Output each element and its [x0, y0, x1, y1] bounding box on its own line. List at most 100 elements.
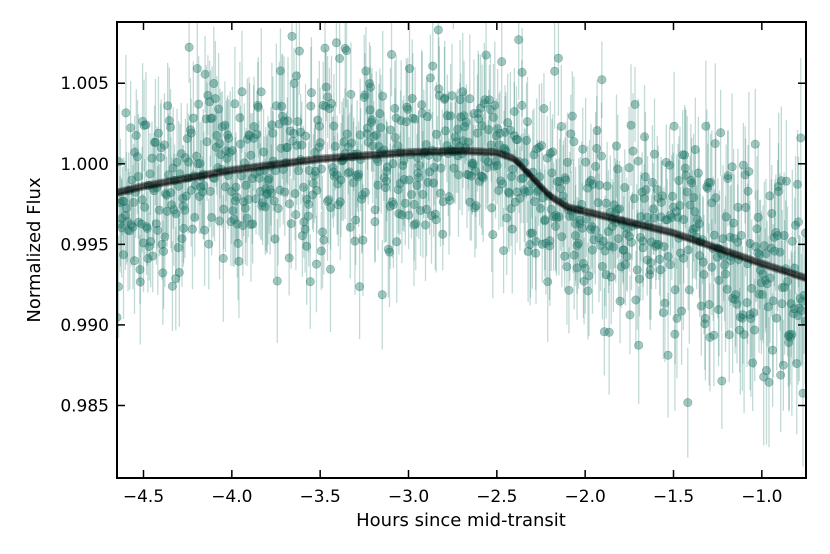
data-point — [425, 34, 435, 122]
data-point — [443, 91, 453, 216]
data-point — [730, 245, 740, 354]
data-point — [515, 145, 525, 251]
data-point — [251, 163, 261, 235]
data-point — [405, 22, 415, 117]
data-point — [453, 118, 463, 194]
data-point — [486, 108, 496, 182]
data-point — [516, 134, 526, 224]
data-point — [699, 214, 709, 335]
data-point — [399, 95, 409, 226]
data-point — [173, 211, 183, 284]
data-point — [583, 242, 593, 340]
data-point — [345, 176, 355, 279]
data-point — [205, 155, 215, 228]
data-point — [768, 293, 778, 408]
data-point — [614, 174, 624, 303]
data-point — [447, 111, 457, 193]
model-draw-line — [117, 151, 806, 282]
data-point — [324, 154, 334, 245]
data-point — [624, 106, 634, 229]
data-point — [741, 138, 751, 277]
data-point — [378, 31, 388, 162]
data-point — [587, 186, 597, 314]
data-point — [755, 199, 765, 310]
data-point — [667, 155, 677, 281]
data-point — [419, 115, 429, 189]
data-point — [242, 170, 252, 267]
data-point — [353, 141, 363, 213]
data-point — [313, 78, 323, 162]
data-point — [482, 128, 492, 208]
data-point — [393, 145, 403, 234]
data-point — [774, 112, 784, 271]
data-point — [556, 64, 566, 188]
data-point — [131, 89, 141, 182]
data-point — [739, 256, 749, 413]
data-point — [548, 114, 558, 190]
data-point — [437, 109, 447, 196]
data-point — [525, 183, 535, 306]
data-point — [212, 75, 222, 195]
data-point — [278, 114, 288, 225]
data-point — [153, 76, 163, 190]
data-point — [657, 160, 667, 232]
x-tick-label: −2.5 — [476, 487, 517, 507]
data-point — [665, 127, 675, 204]
model-draw-line — [117, 151, 806, 282]
data-point — [330, 102, 340, 191]
data-point — [464, 138, 474, 212]
data-point — [604, 269, 614, 395]
data-point — [239, 167, 249, 237]
data-point — [469, 59, 479, 168]
data-point — [303, 179, 313, 253]
data-point — [129, 207, 139, 314]
data-point — [636, 171, 646, 262]
data-point — [276, 100, 286, 197]
data-point — [133, 114, 143, 239]
data-point — [560, 221, 570, 291]
data-point — [489, 131, 499, 201]
model-draw-line — [117, 151, 806, 281]
data-point — [381, 119, 391, 243]
x-tick-label: −3.0 — [388, 487, 429, 507]
data-point — [227, 139, 237, 245]
data-point — [150, 78, 160, 206]
data-point — [523, 200, 533, 302]
data-point — [678, 110, 688, 200]
data-point — [118, 190, 128, 319]
data-point — [328, 116, 338, 219]
data-point — [757, 249, 767, 340]
data-point — [301, 83, 311, 189]
data-point — [279, 56, 289, 186]
data-point — [729, 174, 739, 303]
data-point — [720, 209, 730, 322]
data-point — [764, 317, 774, 448]
data-point — [126, 81, 136, 175]
data-point — [558, 140, 568, 264]
data-point — [639, 164, 649, 233]
data-point — [431, 166, 441, 273]
data-point — [262, 136, 272, 254]
data-point — [700, 256, 710, 381]
data-point — [547, 119, 557, 227]
data-point — [346, 104, 356, 182]
data-point — [512, 141, 522, 243]
data-point — [284, 220, 294, 296]
data-point — [541, 191, 551, 295]
data-point — [514, 22, 524, 100]
data-point — [151, 182, 161, 265]
data-point — [484, 89, 494, 170]
data-point — [620, 149, 630, 226]
data-point — [780, 220, 790, 355]
data-point — [444, 138, 454, 255]
data-point — [458, 32, 468, 151]
data-point — [608, 182, 618, 312]
data-point — [172, 108, 182, 216]
data-point — [316, 211, 326, 291]
data-point — [656, 223, 666, 316]
data-point — [586, 123, 596, 237]
data-point — [744, 91, 754, 252]
data-point — [217, 91, 227, 163]
data-point — [256, 28, 266, 156]
data-point — [261, 127, 271, 251]
